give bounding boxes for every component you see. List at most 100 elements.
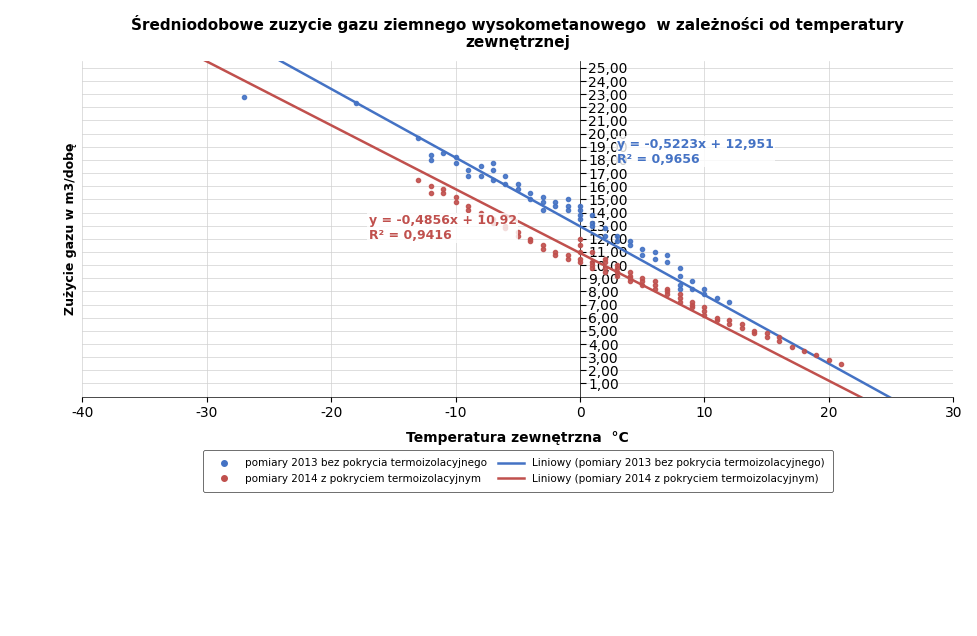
Point [473,210,488,220]
Point [659,284,675,294]
Point [684,302,700,312]
Point [610,260,625,270]
Point [460,205,476,215]
Point [573,254,588,264]
Point [510,231,526,241]
Point [622,237,638,247]
Point [659,289,675,299]
Point [447,158,463,168]
Point [573,201,588,211]
Point [697,284,712,294]
Point [497,223,513,233]
Point [610,270,625,280]
Point [672,270,688,280]
Point [460,170,476,181]
Point [473,207,488,218]
Point [410,132,426,142]
Point [597,231,613,241]
Point [584,260,600,270]
Point [672,293,688,303]
Point [709,315,725,326]
Y-axis label: Zużycie gazu w m3/dobę: Zużycie gazu w m3/dobę [64,142,77,315]
Point [622,240,638,251]
Point [809,349,825,359]
Point [560,205,575,215]
Point [510,184,526,194]
Legend: pomiary 2013 bez pokrycia termoizolacyjnego, pomiary 2014 z pokryciem termoizola: pomiary 2013 bez pokrycia termoizolacyjn… [202,450,833,492]
Point [423,188,439,198]
Point [497,170,513,181]
Point [486,158,501,168]
Point [436,148,451,158]
Point [746,328,762,338]
Title: Średniodobowe zuzycie gazu ziemnego wysokometanowego  w zależności od temperatur: Średniodobowe zuzycie gazu ziemnego wyso… [131,15,905,50]
Point [584,263,600,273]
Point [410,174,426,184]
Point [659,258,675,268]
Point [534,197,550,207]
Point [647,280,662,290]
Point [573,247,588,257]
Point [610,266,625,277]
Point [573,258,588,268]
Text: y = -0,4856x + 10,92
R² = 0,9416: y = -0,4856x + 10,92 R² = 0,9416 [368,214,517,242]
Point [597,254,613,264]
Point [460,201,476,211]
Point [573,214,588,224]
Point [634,276,650,286]
Point [647,284,662,294]
Point [534,240,550,251]
Point [447,191,463,202]
Point [622,270,638,280]
Point [436,188,451,198]
Point [610,231,625,241]
X-axis label: Temperatura zewnętrzna  °C: Temperatura zewnętrzna °C [406,431,629,445]
Point [573,240,588,251]
Point [721,319,737,329]
Point [734,319,749,329]
Point [684,300,700,310]
Point [771,333,786,343]
Point [560,201,575,211]
Point [547,201,563,211]
Point [423,155,439,165]
Point [597,258,613,268]
Point [584,258,600,268]
Point [534,244,550,254]
Point [236,92,252,102]
Point [821,355,836,365]
Point [684,284,700,294]
Point [573,233,588,244]
Point [759,328,775,338]
Point [534,191,550,202]
Point [473,162,488,172]
Point [423,181,439,191]
Point [497,221,513,231]
Point [460,165,476,176]
Point [647,254,662,264]
Point [573,210,588,220]
Point [697,289,712,299]
Point [510,179,526,189]
Point [697,306,712,316]
Point [547,247,563,257]
Point [672,289,688,299]
Point [523,233,538,244]
Point [684,297,700,307]
Point [697,310,712,320]
Point [684,276,700,286]
Point [486,218,501,228]
Point [622,266,638,277]
Point [436,184,451,194]
Point [523,188,538,198]
Point [584,218,600,228]
Point [610,263,625,273]
Point [486,174,501,184]
Point [759,333,775,343]
Point [584,210,600,220]
Point [473,170,488,181]
Point [348,99,363,109]
Point [560,194,575,204]
Point [734,323,749,333]
Point [597,223,613,233]
